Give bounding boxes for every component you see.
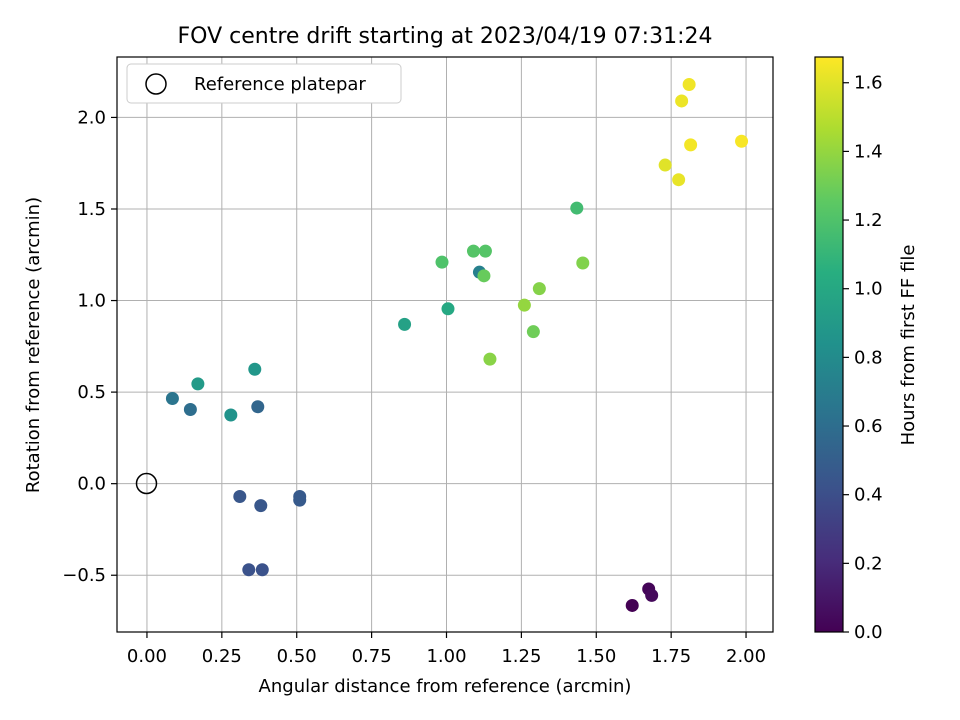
data-point [576,256,590,270]
data-point [672,173,686,187]
colorbar-tick-label: 0.4 [854,485,883,506]
legend: Reference platepar [126,63,402,104]
colorbar-tick-label: 0.6 [854,416,883,437]
x-tick-label: 1.25 [501,646,541,667]
colorbar [814,56,844,633]
data-point [224,408,238,422]
data-point [435,255,449,269]
data-point [183,403,197,417]
y-axis-label: Rotation from reference (arcmin) [23,197,44,493]
data-point [658,158,672,172]
x-tick-label: 0.75 [352,646,392,667]
colorbar-tick-label: 1.4 [854,141,883,162]
x-tick-label: 1.00 [426,646,466,667]
x-tick-label: 2.00 [726,646,766,667]
data-point [684,138,698,152]
data-point [251,400,265,414]
grid-lines [117,57,773,632]
data-point [478,244,492,258]
y-tick-label: 0.5 [77,382,106,403]
y-tick-label: 1.5 [77,199,106,220]
plot-frame [116,56,774,633]
data-point [675,94,689,108]
y-tick-label: 1.0 [77,291,106,312]
data-point [483,352,497,366]
legend-box [126,63,402,104]
chart-title: FOV centre drift starting at 2023/04/19 … [178,24,713,49]
y-tick-label: 2.0 [77,107,106,128]
data-point [466,244,480,258]
x-tick-label: 0.25 [202,646,242,667]
data-point [477,269,491,283]
x-axis-ticks: 0.00 0.25 0.50 0.75 1.00 1.25 1.50 1.75 2.00 [127,632,766,667]
data-point [254,499,268,513]
x-axis-label: Angular distance from reference (arcmin) [259,676,632,697]
data-point [526,325,540,339]
data-point [242,563,256,577]
x-tick-label: 1.75 [651,646,691,667]
data-point [398,317,412,331]
data-point [735,134,749,148]
x-tick-label: 0.50 [277,646,317,667]
colorbar-tick-label: 1.0 [854,279,883,300]
x-tick-label: 1.50 [576,646,616,667]
data-point [570,201,584,215]
data-point [165,392,179,406]
colorbar-ticks: 0.0 0.2 0.4 0.6 0.8 1.0 1.2 1.4 1.6 [843,73,883,643]
data-point [625,598,639,612]
legend-label: Reference platepar [194,74,366,95]
colorbar-tick-label: 1.6 [854,73,883,94]
colorbar-tick-label: 0.8 [854,347,883,368]
colorbar-tick-label: 0.2 [854,553,883,574]
data-point [233,489,247,503]
y-axis-ticks: −0.5 0.0 0.5 1.0 1.5 2.0 [62,107,117,586]
data-point [191,377,205,391]
colorbar-label: Hours from first FF file [898,245,919,446]
colorbar-tick-label: 1.2 [854,210,883,231]
data-point [645,588,659,602]
data-points [165,77,749,612]
data-point [441,302,455,316]
data-point [682,77,696,91]
data-point [293,493,307,507]
colorbar-tick-label: 0.0 [854,622,883,643]
data-point [248,362,262,376]
data-point [255,563,269,577]
data-point [532,282,546,296]
x-tick-label: 0.00 [127,646,167,667]
y-tick-label: −0.5 [62,565,106,586]
reference-platepar-marker [135,472,158,495]
y-tick-label: 0.0 [77,474,106,495]
data-point [517,298,531,312]
legend-marker [145,73,167,95]
